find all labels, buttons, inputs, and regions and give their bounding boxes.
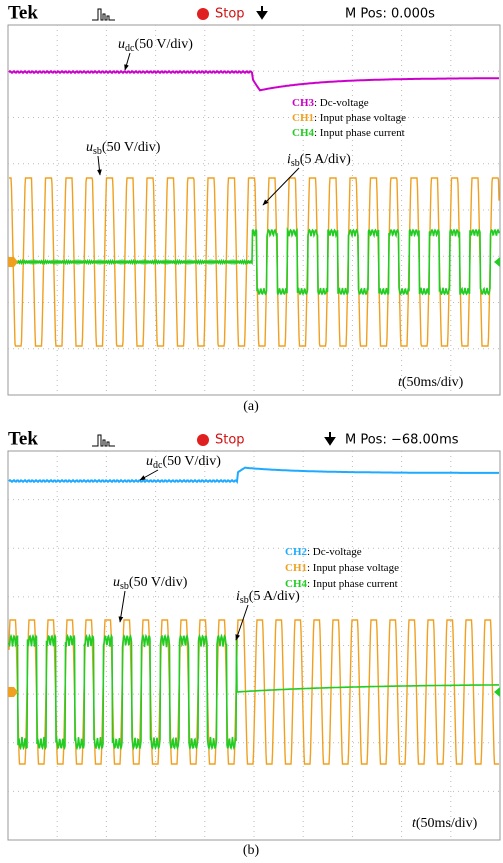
label-symbol: u [86,140,93,155]
legend-channel: CH4 [292,127,315,139]
legend-entry: CH3: Dc-voltage [292,97,369,109]
time-scale: t(50ms/div) [398,375,464,390]
label-scale: (50 V/div) [134,37,193,52]
trigger-marker [258,6,266,18]
legend-description: : Dc-voltage [307,546,362,558]
stop-indicator [197,434,209,446]
label-scale: (50 V/div) [162,454,221,469]
brand: Tek [8,2,38,23]
run-status: Stop [215,7,245,22]
figure: TekStopM Pos: 0.000sudc(50 V/div)usb(50 … [0,0,503,863]
label-scale: (50 V/div) [102,140,161,155]
label-scale: (5 A/div) [300,152,351,167]
trigger-marker [326,432,334,444]
legend-description: : Input phase current [307,578,398,590]
brand: Tek [8,428,38,449]
legend-description: : Input phase voltage [314,112,406,124]
time-scale-value: (50ms/div) [416,816,478,831]
label-subscript: sb [93,146,102,157]
label-symbol: u [146,454,153,469]
time-scale-value: (50ms/div) [402,375,464,390]
legend-channel: CH2 [285,546,308,558]
legend-entry: CH4: Input phase current [292,127,405,139]
trigger-icon [92,435,115,446]
label-subscript: sb [291,158,300,169]
legend-entry: CH4: Input phase current [285,578,398,590]
legend-description: : Input phase voltage [307,562,399,574]
label-scale: (50 V/div) [129,575,188,590]
legend-channel: CH3 [292,97,315,109]
legend-entry: CH1: Input phase voltage [285,562,399,574]
label-symbol: u [118,37,125,52]
horizontal-position: M Pos: 0.000s [345,7,435,22]
legend-channel: CH1 [285,562,307,574]
label-scale: (5 A/div) [249,589,300,604]
time-scale: t(50ms/div) [412,816,478,831]
legend-channel: CH4 [285,578,308,590]
legend-channel: CH1 [292,112,314,124]
legend-entry: CH2: Dc-voltage [285,546,362,558]
legend-description: : Input phase current [314,127,405,139]
legend-description: : Dc-voltage [314,97,369,109]
label-symbol: u [113,575,120,590]
caption: (b) [243,843,260,858]
label-subscript: sb [120,581,129,592]
horizontal-position: M Pos: −68.00ms [345,433,459,448]
stop-indicator [197,8,209,20]
caption: (a) [243,399,259,414]
run-status: Stop [215,433,245,448]
label-subscript: sb [240,595,249,606]
trigger-icon [92,9,115,20]
figure-canvas: TekStopM Pos: 0.000sudc(50 V/div)usb(50 … [0,0,503,863]
legend-entry: CH1: Input phase voltage [292,112,406,124]
